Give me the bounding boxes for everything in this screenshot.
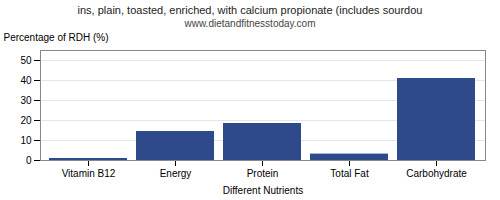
- svg-text:50: 50: [20, 55, 32, 66]
- svg-text:Vitamin B12: Vitamin B12: [62, 168, 116, 179]
- html-text:ins, plain, toasted, enriched,: ins, plain, toasted, enriched, with calc…: [77, 4, 423, 16]
- svg-text:Percentage of RDH (%): Percentage of RDH (%): [4, 32, 109, 43]
- svg-text:10: 10: [20, 135, 32, 146]
- svg-text:30: 30: [20, 95, 32, 106]
- svg-text:0: 0: [26, 155, 32, 166]
- svg-text:Different Nutrients: Different Nutrients: [223, 185, 303, 196]
- svg-text:Total Fat: Total Fat: [330, 168, 369, 179]
- svg-text:Carbohydrate: Carbohydrate: [406, 168, 467, 179]
- svg-text:20: 20: [20, 115, 32, 126]
- svg-text:Energy: Energy: [160, 168, 192, 179]
- svg-text:Protein: Protein: [247, 168, 279, 179]
- html-text:www.dietandfitnesstoday.com: www.dietandfitnesstoday.com: [184, 18, 316, 29]
- svg-text:40: 40: [20, 75, 32, 86]
